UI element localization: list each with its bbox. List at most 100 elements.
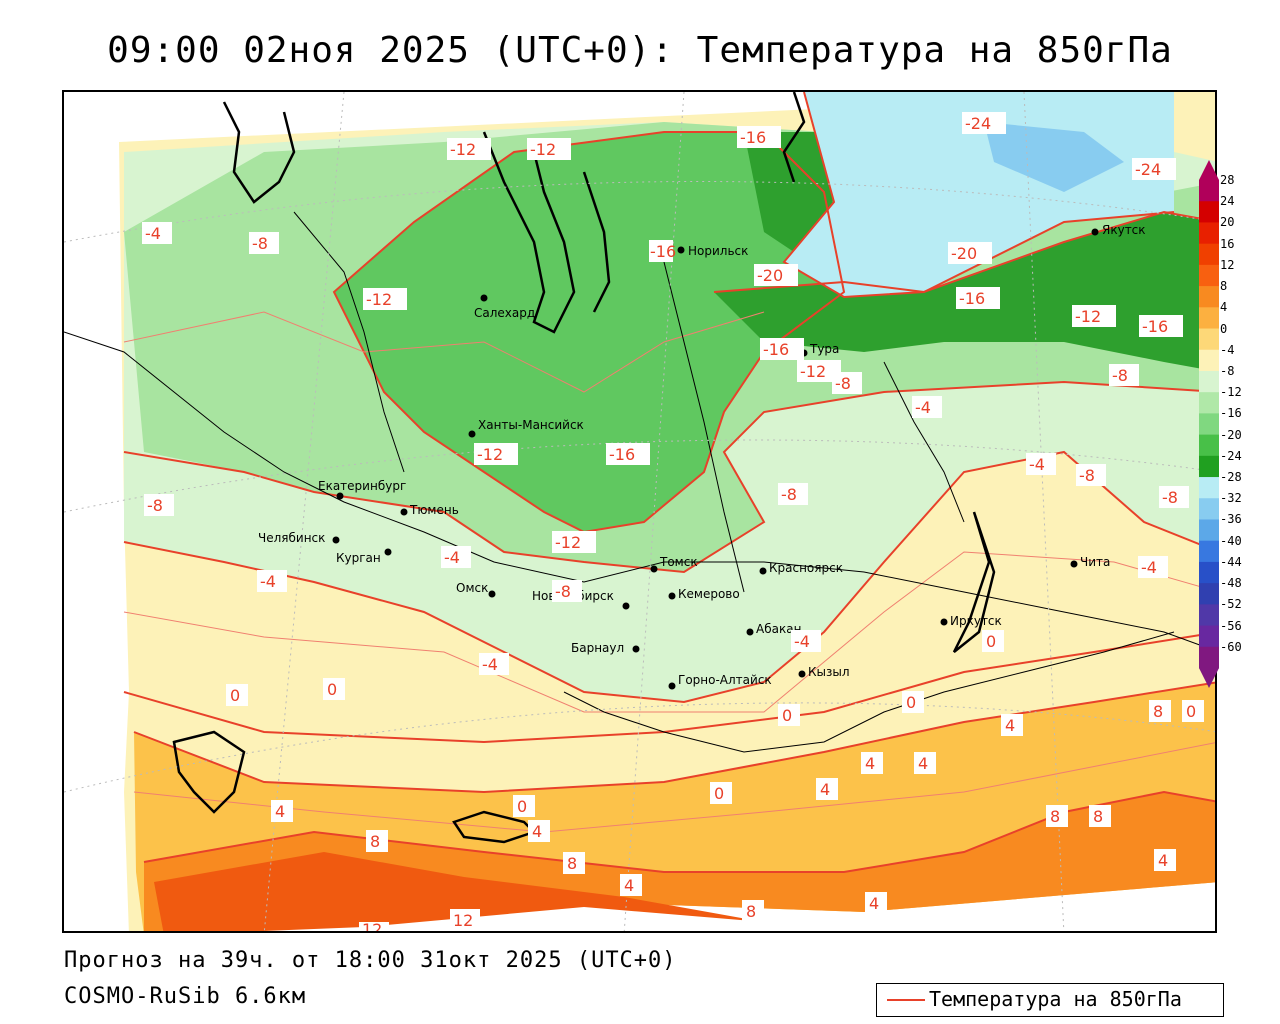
- svg-text:-8: -8: [252, 234, 268, 253]
- colorbar-swatch: [1199, 561, 1219, 584]
- colorbar-swatch: [1199, 264, 1219, 287]
- contour-label: -8: [552, 580, 582, 602]
- colorbar-tick-label: 8: [1220, 279, 1228, 294]
- city-kemerovo[interactable]: Кемерово: [668, 587, 740, 601]
- colorbar-tick-label: -28: [1220, 470, 1242, 485]
- svg-text:Тюмень: Тюмень: [409, 503, 459, 517]
- colorbar-swatch: [1199, 583, 1219, 605]
- svg-text:Екатеринбург: Екатеринбург: [318, 479, 406, 493]
- svg-text:-16: -16: [740, 128, 766, 147]
- svg-text:Барнаул: Барнаул: [571, 641, 624, 655]
- city-kyzyl[interactable]: Кызыл: [798, 665, 850, 679]
- city-omsk[interactable]: Омск: [456, 581, 496, 598]
- svg-text:Томск: Томск: [659, 555, 698, 569]
- svg-text:-20: -20: [757, 266, 783, 285]
- city-salekhard[interactable]: Салехард: [474, 294, 535, 321]
- colorbar-tick-label: -32: [1220, 491, 1242, 506]
- colorbar: [1199, 160, 1219, 688]
- svg-text:-20: -20: [951, 244, 977, 263]
- svg-text:0: 0: [906, 693, 916, 712]
- colorbar-swatch: [1199, 286, 1219, 308]
- contour-label: 8: [742, 900, 764, 922]
- contour-label: 4: [1154, 849, 1176, 871]
- field-warm-red: [154, 852, 764, 931]
- city-chita[interactable]: Чита: [1070, 555, 1111, 569]
- legend-label: Температура на 850гПа: [929, 987, 1182, 1011]
- city-tomsk[interactable]: Томск: [650, 555, 698, 573]
- contour-label: -4: [1138, 556, 1168, 578]
- contour-label: 4: [271, 800, 293, 822]
- svg-text:-12: -12: [530, 140, 556, 159]
- contour-label: 4: [861, 752, 883, 774]
- contour-label: 4: [914, 752, 936, 774]
- map-title: 09:00 02ноя 2025 (UTC+0): Температура на…: [107, 30, 1173, 71]
- svg-text:0: 0: [714, 784, 724, 803]
- map-canvas: Норильск Якутск Салехард Тура Ханты-Манс…: [64, 92, 1215, 933]
- contour-label: 0: [513, 795, 535, 817]
- temperature-map[interactable]: Норильск Якутск Салехард Тура Ханты-Манс…: [62, 90, 1217, 933]
- city-norilsk[interactable]: Норильск: [677, 244, 749, 258]
- svg-text:-4: -4: [1029, 455, 1045, 474]
- city-krasnoyarsk[interactable]: Красноярск: [759, 561, 843, 575]
- svg-text:0: 0: [986, 632, 996, 651]
- city-khanty-mansiysk[interactable]: Ханты-Мансийск: [468, 418, 584, 438]
- colorbar-tick-label: -24: [1220, 448, 1242, 463]
- colorbar-swatch: [1199, 392, 1219, 414]
- svg-text:Иркутск: Иркутск: [950, 614, 1002, 628]
- svg-text:Челябинск: Челябинск: [258, 531, 325, 545]
- city-markers: Норильск Якутск Салехард Тура Ханты-Манс…: [258, 223, 1146, 690]
- contour-label: -16: [649, 240, 676, 262]
- colorbar-swatch: [1199, 349, 1219, 372]
- svg-text:Горно-Алтайск: Горно-Алтайск: [678, 673, 772, 687]
- svg-text:12: 12: [362, 920, 382, 933]
- contour-label: -16: [760, 338, 804, 360]
- contour-label: 4: [528, 820, 550, 842]
- colorbar-swatch: [1199, 477, 1219, 499]
- svg-text:-8: -8: [147, 496, 163, 515]
- contour-label: 8: [1089, 805, 1111, 827]
- svg-text:Красноярск: Красноярск: [769, 561, 843, 575]
- contour-label: 4: [1001, 714, 1023, 736]
- colorbar-tick-label: -8: [1220, 363, 1235, 378]
- svg-text:Норильск: Норильск: [688, 244, 748, 258]
- contour-label: -12: [447, 138, 491, 160]
- contour-label: -16: [737, 126, 781, 148]
- svg-text:-4: -4: [145, 224, 161, 243]
- svg-text:4: 4: [624, 876, 634, 895]
- svg-text:-16: -16: [959, 289, 985, 308]
- graticule: [64, 92, 1215, 931]
- svg-text:Абакан: Абакан: [756, 622, 801, 636]
- city-chelyabinsk[interactable]: Челябинск: [258, 531, 340, 545]
- svg-text:-8: -8: [555, 582, 571, 601]
- colorbar-tick-label: -44: [1220, 554, 1242, 569]
- colorbar-tick-label: -16: [1220, 406, 1242, 421]
- contour-label: -4: [441, 546, 471, 568]
- city-kurgan[interactable]: Курган: [336, 548, 392, 566]
- city-abakan[interactable]: Абакан: [746, 622, 802, 636]
- forecast-info: Прогноз на 39ч. от 18:00 31окт 2025 (UTC…: [64, 948, 677, 973]
- city-barnaul[interactable]: Барнаул: [571, 641, 640, 655]
- legend: Температура на 850гПа: [876, 983, 1224, 1017]
- city-irkutsk[interactable]: Иркутск: [940, 614, 1002, 628]
- svg-text:-8: -8: [781, 485, 797, 504]
- svg-text:4: 4: [1005, 716, 1015, 735]
- city-tyumen[interactable]: Тюмень: [400, 503, 459, 517]
- svg-text:8: 8: [1153, 702, 1163, 721]
- svg-text:0: 0: [230, 686, 240, 705]
- city-yekaterinburg[interactable]: Екатеринбург: [318, 479, 406, 500]
- svg-text:Омск: Омск: [456, 581, 488, 595]
- contour-label: -8: [1109, 364, 1139, 386]
- contour-label: -8: [832, 372, 862, 394]
- colorbar-tick-label: 0: [1220, 321, 1228, 336]
- contour-label: -4: [257, 570, 287, 592]
- svg-text:-16: -16: [609, 445, 635, 464]
- contour-label: -12: [474, 443, 518, 465]
- svg-text:-24: -24: [965, 114, 991, 133]
- colorbar-swatch: [1199, 540, 1219, 563]
- city-gorno-altaysk[interactable]: Горно-Алтайск: [668, 673, 772, 690]
- svg-text:-24: -24: [1135, 160, 1161, 179]
- city-yakutsk[interactable]: Якутск: [1091, 223, 1146, 237]
- colorbar-swatch: [1199, 625, 1219, 648]
- legend-line-swatch: [887, 999, 925, 1001]
- contour-label: -12: [527, 138, 571, 160]
